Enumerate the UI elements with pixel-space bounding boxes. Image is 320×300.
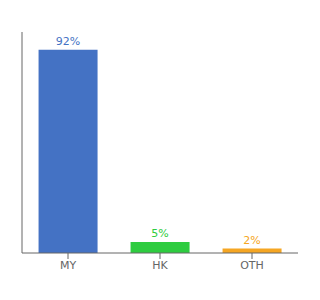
- svg-text:2%: 2%: [243, 234, 260, 247]
- svg-text:HK: HK: [152, 259, 168, 272]
- svg-text:OTH: OTH: [240, 259, 264, 272]
- svg-text:5%: 5%: [151, 227, 168, 240]
- svg-text:92%: 92%: [56, 35, 80, 48]
- svg-text:MY: MY: [60, 259, 76, 272]
